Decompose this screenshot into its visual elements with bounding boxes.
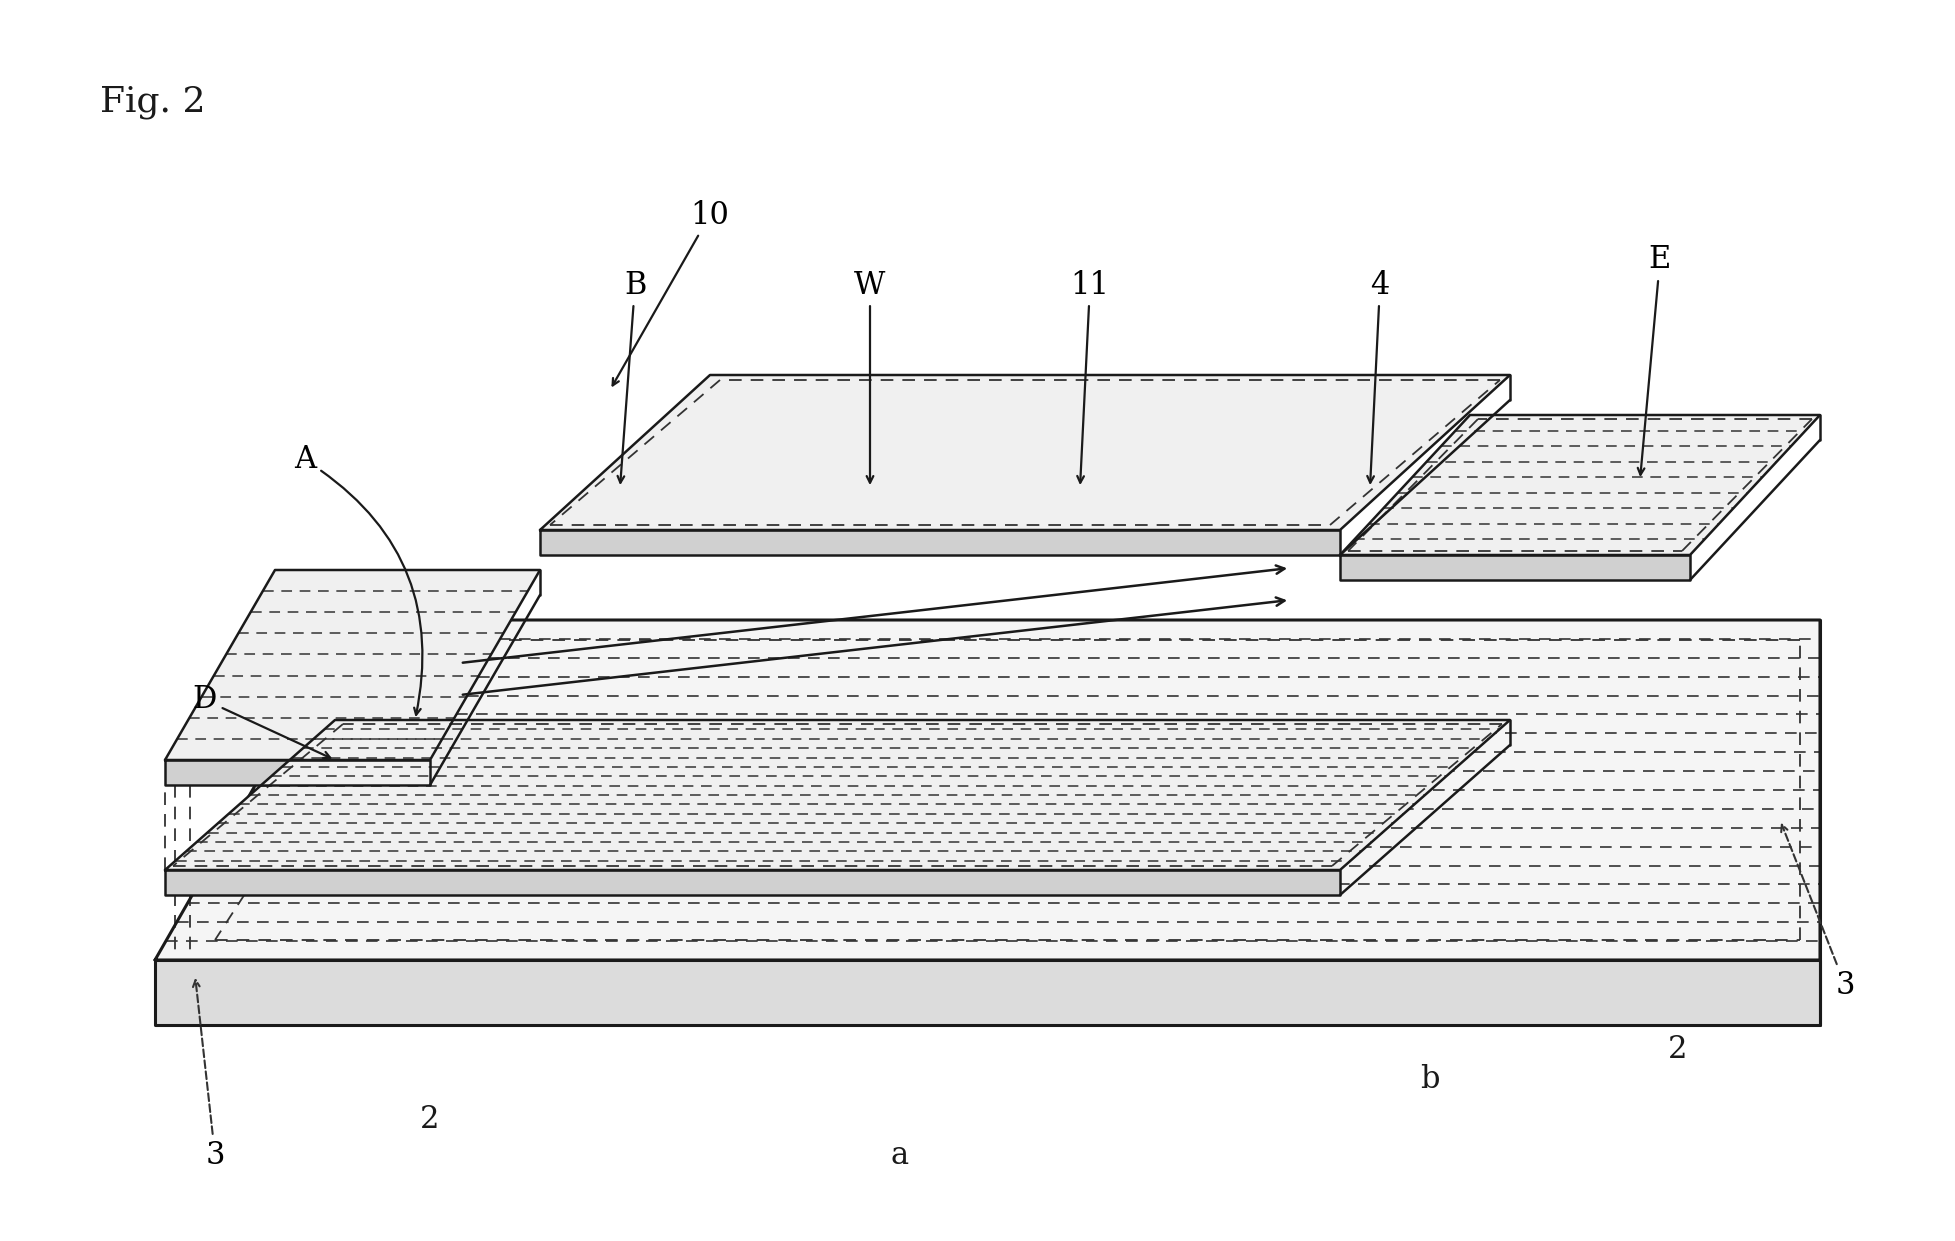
Text: D: D [194, 685, 330, 758]
Text: Fig. 2: Fig. 2 [100, 84, 205, 119]
Polygon shape [164, 870, 1339, 895]
Text: 2: 2 [420, 1104, 440, 1136]
Text: 4: 4 [1367, 269, 1388, 483]
Polygon shape [1339, 414, 1818, 555]
Polygon shape [154, 620, 1818, 961]
Polygon shape [164, 720, 1509, 870]
Text: 2: 2 [1668, 1035, 1687, 1066]
Polygon shape [540, 530, 1339, 555]
Text: a: a [890, 1139, 909, 1170]
Text: W: W [854, 269, 886, 483]
Polygon shape [164, 759, 430, 786]
Polygon shape [164, 570, 540, 759]
Text: E: E [1636, 244, 1670, 475]
Polygon shape [540, 375, 1509, 530]
Text: A: A [293, 444, 422, 715]
Text: 10: 10 [612, 200, 729, 386]
Polygon shape [1339, 555, 1689, 580]
Text: 11: 11 [1069, 269, 1108, 483]
Text: b: b [1419, 1065, 1439, 1096]
Text: 3: 3 [194, 980, 225, 1170]
Polygon shape [154, 961, 1818, 1025]
Text: B: B [618, 269, 645, 483]
Text: 3: 3 [1781, 825, 1853, 1000]
